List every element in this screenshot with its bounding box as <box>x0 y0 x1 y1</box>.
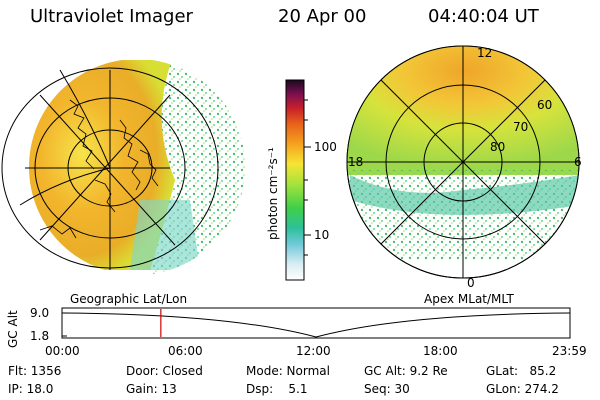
geographic-longitude: GLon: 274.2 <box>486 382 559 396</box>
mlt-label-12: 12 <box>477 46 493 60</box>
gain-value: Gain: 13 <box>126 382 177 396</box>
timeline-axis-title: GC Alt <box>6 310 20 348</box>
dsp-value: Dsp: 5.1 <box>246 382 308 396</box>
mlt-label-0: 0 <box>467 276 475 290</box>
timeline-ytick-max: 9.0 <box>30 306 50 320</box>
timeline-xtick-0600: 06:00 <box>168 344 203 358</box>
geographic-latitude: GLat: 85.2 <box>486 364 557 378</box>
timeline-xtick-2359: 23:59 <box>552 344 587 358</box>
timeline-ytick-min: 1.8 <box>30 329 50 343</box>
mlt-label-6: 6 <box>574 155 582 169</box>
time-label: 04:40:04 UT <box>428 6 539 27</box>
mlat-label-80: 80 <box>490 140 506 154</box>
right-magnetic-image <box>346 45 580 279</box>
sequence-number: Seq: 30 <box>364 382 410 396</box>
left-map-caption: Geographic Lat/Lon <box>70 292 188 306</box>
flight-number: Flt: 1356 <box>8 364 62 378</box>
colorbar-tick-100: 100 <box>314 140 337 154</box>
date-label: 20 Apr 00 <box>278 6 367 27</box>
colorbar-title: photon cm⁻²s⁻¹ <box>266 147 280 240</box>
right-map-caption: Apex MLat/MLT <box>424 292 514 306</box>
altitude-timeline <box>61 307 571 339</box>
colorbar <box>285 79 311 281</box>
timeline-xtick-1200: 12:00 <box>296 344 331 358</box>
mlat-label-70: 70 <box>513 120 529 134</box>
mode-value: Mode: Normal <box>246 364 330 378</box>
colorbar-tick-10: 10 <box>314 228 330 242</box>
left-geographic-image <box>1 59 245 275</box>
mlat-label-60: 60 <box>537 98 553 112</box>
gc-altitude: GC Alt: 9.2 Re <box>364 364 448 378</box>
timeline-xtick-0000: 00:00 <box>45 344 80 358</box>
instrument-title: Ultraviolet Imager <box>30 6 193 27</box>
mlt-label-18: 18 <box>348 155 364 169</box>
door-status: Door: Closed <box>126 364 203 378</box>
ip-value: IP: 18.0 <box>8 382 54 396</box>
timeline-xtick-1800: 18:00 <box>423 344 458 358</box>
